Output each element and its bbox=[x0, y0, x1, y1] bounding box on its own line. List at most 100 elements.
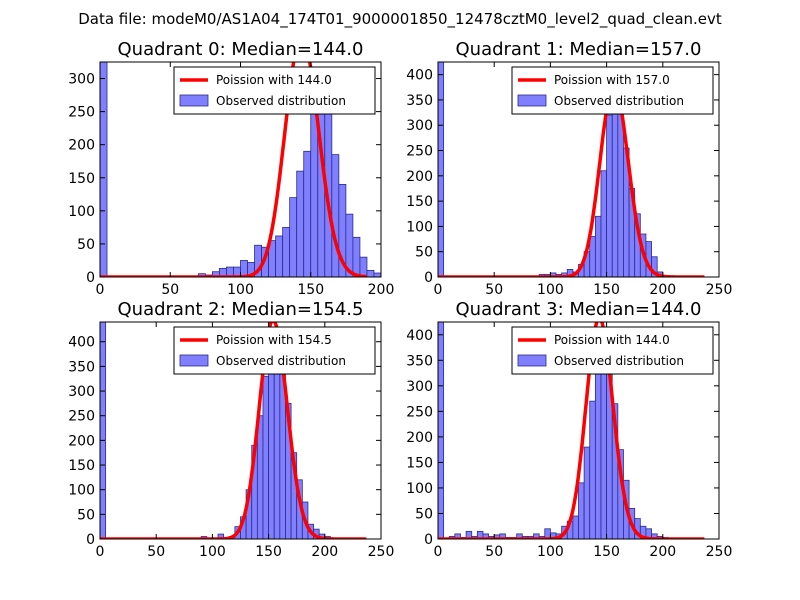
y-tick-label: 200 bbox=[406, 430, 433, 446]
x-tick-label: 150 bbox=[593, 544, 620, 560]
y-tick-label: 200 bbox=[406, 169, 433, 185]
y-tick-label: 250 bbox=[406, 144, 433, 160]
poisson-fit-line bbox=[100, 322, 368, 539]
histogram-bar bbox=[352, 236, 361, 277]
y-tick-label: 250 bbox=[68, 409, 95, 425]
y-tick-label: 50 bbox=[415, 506, 433, 522]
histogram-bar bbox=[438, 62, 445, 277]
x-tick-label: 200 bbox=[311, 544, 338, 560]
histogram-bar bbox=[310, 107, 319, 277]
legend-label-observed: Observed distribution bbox=[216, 354, 346, 368]
y-tick-label: 0 bbox=[424, 270, 433, 286]
legend-label-observed: Observed distribution bbox=[554, 94, 684, 108]
y-tick-label: 100 bbox=[406, 219, 433, 235]
histogram-bar bbox=[359, 256, 368, 277]
quadrant-3-legend: Poission with 144.0 Observed distribution bbox=[511, 326, 714, 375]
histogram-bar bbox=[100, 62, 108, 277]
x-tick-label: 100 bbox=[199, 544, 226, 560]
histogram-bar bbox=[289, 197, 298, 277]
x-tick-label: 150 bbox=[297, 282, 324, 298]
x-tick-label: 0 bbox=[434, 282, 443, 298]
x-tick-label: 50 bbox=[485, 282, 503, 298]
quadrant-0-legend: Poission with 144.0 Observed distribution bbox=[173, 66, 376, 115]
poisson-fit-line bbox=[438, 83, 706, 277]
quadrant-2-title: Quadrant 2: Median=154.5 bbox=[118, 299, 364, 320]
y-tick-label: 400 bbox=[406, 328, 433, 344]
y-tick-label: 100 bbox=[68, 204, 95, 220]
legend-label-fit: Poission with 144.0 bbox=[554, 333, 670, 347]
poisson-fit-line bbox=[100, 62, 368, 277]
histogram-bar bbox=[366, 269, 375, 277]
x-tick-label: 0 bbox=[96, 544, 105, 560]
y-tick-label: 350 bbox=[68, 359, 95, 375]
y-tick-label: 100 bbox=[406, 481, 433, 497]
quadrant-3-panel: Quadrant 3: Median=144.0 0 50 100 150 200 250 0… bbox=[406, 299, 732, 560]
histogram-bar bbox=[262, 375, 270, 539]
legend-box bbox=[173, 326, 376, 375]
histogram-bar bbox=[465, 530, 473, 539]
y-tick-label: 250 bbox=[68, 105, 95, 121]
histogram-bar bbox=[296, 170, 305, 277]
x-tick-label: 0 bbox=[96, 282, 105, 298]
y-tick-label: 50 bbox=[77, 237, 95, 253]
quadrant-0-title: Quadrant 0: Median=144.0 bbox=[118, 39, 364, 60]
poisson-fit-line bbox=[438, 322, 706, 539]
histogram-bar bbox=[273, 363, 281, 539]
y-tick-label: 200 bbox=[68, 138, 95, 154]
legend-label-observed: Observed distribution bbox=[554, 354, 684, 368]
y-tick-label: 300 bbox=[406, 118, 433, 134]
histogram-bar bbox=[438, 322, 445, 539]
legend-label-fit: Poission with 157.0 bbox=[554, 73, 670, 87]
quadrant-1-axes-frame bbox=[437, 61, 720, 278]
histogram-bar bbox=[583, 446, 591, 539]
legend-box bbox=[511, 66, 714, 115]
y-tick-label: 250 bbox=[406, 404, 433, 420]
x-tick-label: 50 bbox=[161, 282, 179, 298]
x-tick-label: 250 bbox=[706, 544, 733, 560]
quadrant-2-panel: Quadrant 2: Median=154.5 0 50 100 150 200 250 0… bbox=[68, 299, 394, 560]
x-tick-label: 200 bbox=[649, 544, 676, 560]
x-tick-label: 50 bbox=[485, 544, 503, 560]
subplot-grid: Quadrant 0: Median=144.0 0 50 100 150 200 0 50 1… bbox=[68, 39, 733, 560]
quadrant-2-legend: Poission with 154.5 Observed distribution bbox=[173, 326, 376, 375]
histogram-bar bbox=[572, 515, 579, 539]
quadrant-0-panel: Quadrant 0: Median=144.0 0 50 100 150 200 0 50 1… bbox=[68, 39, 395, 298]
histogram-bar bbox=[268, 346, 275, 539]
y-tick-label: 300 bbox=[406, 379, 433, 395]
histogram-bar bbox=[578, 482, 585, 539]
quadrant-1-legend: Poission with 157.0 Observed distribution bbox=[511, 66, 714, 115]
y-tick-label: 350 bbox=[406, 93, 433, 109]
y-tick-label: 350 bbox=[406, 353, 433, 369]
histogram-bar bbox=[594, 370, 602, 539]
y-tick-label: 150 bbox=[68, 171, 95, 187]
legend-label-fit: Poission with 154.5 bbox=[216, 333, 332, 347]
x-tick-label: 100 bbox=[537, 544, 564, 560]
x-tick-label: 250 bbox=[706, 282, 733, 298]
histogram-bar bbox=[594, 215, 602, 277]
y-tick-label: 0 bbox=[86, 270, 95, 286]
histogram-bar bbox=[600, 170, 607, 277]
histogram-bar bbox=[100, 322, 107, 539]
x-tick-label: 100 bbox=[227, 282, 254, 298]
histogram-bar bbox=[303, 150, 312, 277]
x-tick-label: 150 bbox=[593, 282, 620, 298]
x-tick-label: 200 bbox=[368, 282, 395, 298]
histogram-bar bbox=[606, 114, 613, 277]
x-tick-label: 50 bbox=[147, 544, 165, 560]
y-tick-label: 0 bbox=[424, 532, 433, 548]
histogram-bar bbox=[589, 236, 596, 277]
y-tick-label: 300 bbox=[68, 72, 95, 88]
histogram-bar bbox=[589, 400, 596, 539]
quadrant-2-axes-frame bbox=[99, 321, 382, 540]
quadrant-1-title: Quadrant 1: Median=157.0 bbox=[456, 39, 702, 60]
histogram-bar bbox=[282, 226, 291, 277]
histogram-bar bbox=[256, 415, 264, 539]
y-tick-label: 50 bbox=[77, 507, 95, 523]
y-tick-label: 300 bbox=[68, 384, 95, 400]
y-tick-label: 200 bbox=[68, 433, 95, 449]
histogram-bar bbox=[240, 260, 248, 277]
y-tick-label: 400 bbox=[406, 68, 433, 84]
legend-box bbox=[511, 326, 714, 375]
x-tick-label: 200 bbox=[649, 282, 676, 298]
